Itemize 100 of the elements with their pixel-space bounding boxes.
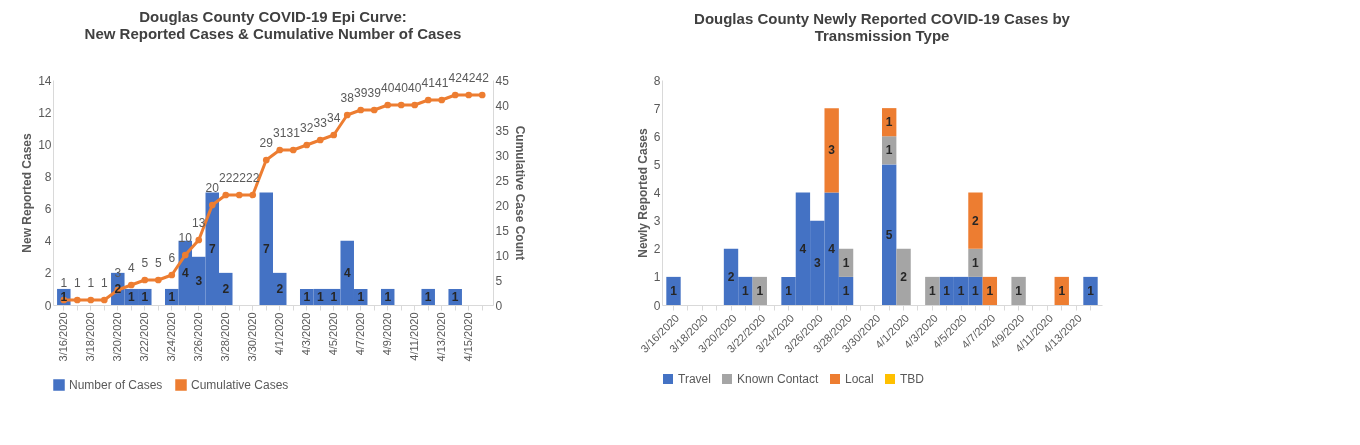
point [235, 191, 243, 199]
point [424, 96, 432, 104]
data-label: 34 [327, 111, 341, 125]
y-tick-label: 2 [44, 266, 52, 281]
y2-tick-label: 35 [495, 123, 510, 138]
data-label: 3 [195, 273, 203, 288]
data-label: 20 [205, 181, 220, 195]
y-tick-label: 14 [38, 73, 52, 88]
data-label: 4 [343, 265, 351, 280]
data-label: 41 [421, 76, 436, 90]
y-tick-label: 1 [653, 270, 661, 285]
data-label: 22 [219, 171, 233, 185]
data-label: 42 [462, 71, 476, 85]
data-label: 1 [842, 283, 850, 298]
data-label: 1 [972, 255, 980, 270]
y-tick-label: 8 [653, 73, 661, 88]
data-label: 1 [756, 283, 764, 298]
data-label: 1 [885, 143, 893, 158]
data-label: 1 [1087, 283, 1095, 298]
data-label: 7 [262, 241, 270, 256]
x-tick-label: 3/16/2020 [56, 312, 69, 362]
point [208, 201, 216, 209]
bar [666, 276, 681, 305]
y-tick-label: 5 [653, 157, 661, 172]
y-tick-label: 7 [653, 101, 661, 116]
point [195, 236, 203, 244]
point [249, 191, 257, 199]
data-label: 1 [670, 283, 678, 298]
x-tick-label: 4/9/2020 [380, 312, 393, 356]
x-tick-label: 4/11/2020 [407, 312, 420, 361]
data-label: 31 [273, 126, 287, 140]
point [465, 91, 473, 99]
data-label: 22 [246, 171, 260, 185]
data-label: 39 [367, 86, 382, 100]
y-tick-label: 6 [653, 129, 661, 144]
bar [968, 192, 983, 249]
y-axis-title: Newly Reported Cases [635, 127, 650, 258]
bar [824, 108, 839, 193]
legend-label: Number of Cases [69, 378, 163, 392]
point [478, 91, 486, 99]
y-tick-label: 3 [653, 214, 661, 229]
data-label: 1 [87, 276, 95, 290]
data-label: 5 [885, 227, 893, 242]
point [73, 296, 81, 304]
data-label: 39 [354, 86, 368, 100]
x-tick-label: 3/22/2020 [137, 312, 150, 362]
point [168, 271, 176, 279]
y-axis-title: New Reported Cases [20, 132, 35, 253]
bar [1011, 276, 1026, 305]
point [397, 101, 405, 109]
data-label: 33 [313, 116, 328, 130]
x-tick-label: 4/5/2020 [326, 312, 339, 356]
y-tick-label: 4 [653, 186, 661, 200]
data-label: 2 [900, 269, 908, 284]
data-label: 1 [1015, 283, 1023, 298]
y-tick-label: 12 [38, 105, 52, 120]
data-label: 40 [394, 81, 409, 95]
y2-tick-label: 20 [495, 198, 510, 213]
data-label: 1 [316, 289, 324, 304]
point [343, 111, 351, 119]
data-label: 1 [384, 289, 392, 304]
x-tick-label: 4/7/2020 [353, 312, 366, 356]
data-label: 3 [813, 255, 821, 270]
bar [968, 248, 983, 277]
legend-label: Cumulative Cases [191, 378, 289, 392]
y2-tick-label: 5 [495, 273, 503, 288]
x-tick-label: 3/24/2020 [164, 312, 177, 362]
y-tick-label: 0 [44, 298, 52, 313]
y-tick-label: 0 [653, 298, 661, 313]
data-label: 1 [330, 289, 338, 304]
data-label: 2 [727, 269, 735, 284]
data-label: 42 [448, 71, 463, 85]
data-label: 1 [303, 289, 311, 304]
x-tick-label: 3/26/2020 [191, 312, 204, 362]
data-label: 38 [340, 91, 355, 105]
data-label: 1 [60, 276, 68, 290]
point [303, 141, 311, 149]
data-label: 1 [451, 289, 459, 304]
y-tick-label: 10 [38, 137, 52, 152]
data-label: 1 [928, 283, 936, 298]
x-tick-label: 4/3/2020 [299, 312, 312, 356]
data-label: 7 [208, 241, 216, 256]
y2-tick-label: 10 [495, 248, 510, 263]
x-tick-label: 3/20/2020 [110, 312, 123, 362]
y-tick-label: 6 [44, 202, 52, 217]
point [127, 281, 135, 289]
point [357, 106, 365, 114]
point [262, 156, 270, 164]
data-label: 5 [154, 256, 162, 270]
data-label: 1 [972, 283, 980, 298]
data-label: 40 [408, 81, 422, 95]
data-label: 42 [475, 71, 490, 85]
data-label: 4 [181, 265, 189, 280]
y2-tick-label: 40 [495, 98, 510, 113]
data-label: 2 [972, 213, 980, 228]
data-label: 1 [424, 289, 432, 304]
data-label: 1 [1058, 283, 1066, 298]
data-label: 4 [799, 241, 807, 256]
y-tick-label: 4 [44, 234, 52, 249]
bar [896, 248, 911, 305]
